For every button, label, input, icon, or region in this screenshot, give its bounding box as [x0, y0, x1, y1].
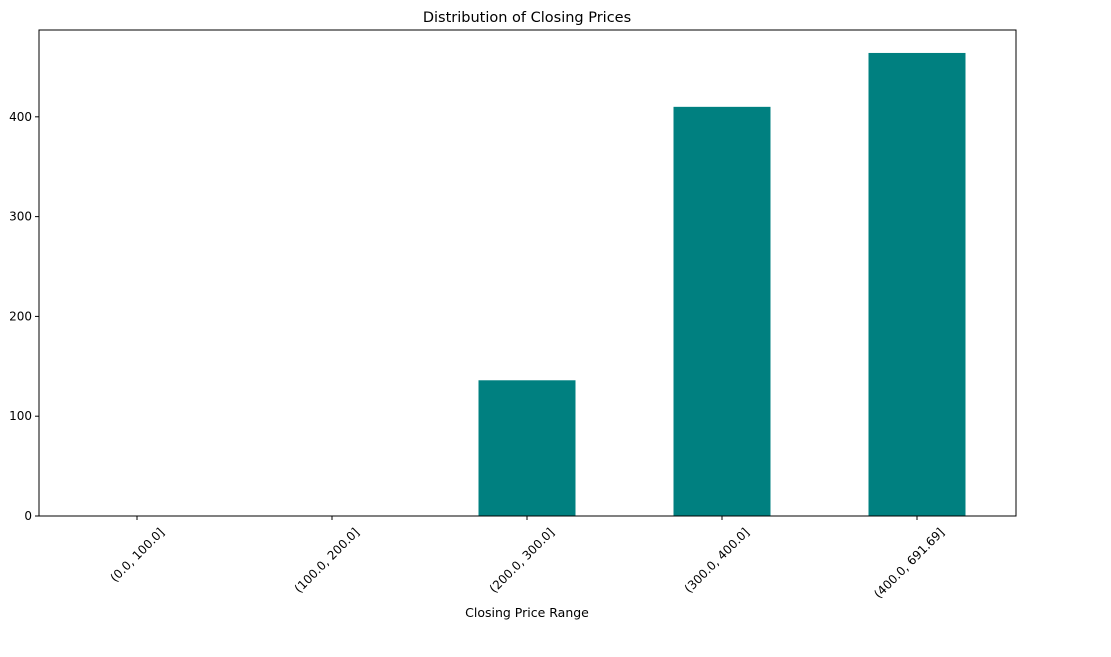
bar-4 — [868, 52, 966, 517]
x-tick-label: (0.0, 100.0] — [107, 525, 167, 585]
x-tick-label: (200.0, 300.0] — [487, 525, 558, 596]
y-tick-label: 400 — [9, 110, 32, 124]
x-tick-label: (400.0, 691.69] — [871, 525, 947, 601]
y-tick-label: 300 — [9, 210, 32, 224]
chart-title: Distribution of Closing Prices — [423, 10, 631, 26]
bars-group — [478, 52, 966, 517]
y-tick-label: 0 — [24, 509, 32, 523]
y-tick-label: 200 — [9, 309, 32, 323]
x-axis: (0.0, 100.0] (100.0, 200.0] (200.0, 300.0]… — [107, 516, 947, 601]
bar-2 — [478, 380, 576, 516]
bar-3 — [673, 106, 771, 516]
plot-frame — [38, 29, 1017, 517]
y-axis: 0 100 200 300 400 — [9, 110, 39, 523]
x-tick-label: (300.0, 400.0] — [682, 525, 753, 596]
x-tick-label: (100.0, 200.0] — [292, 525, 363, 596]
y-tick-label: 100 — [9, 409, 32, 423]
x-axis-label: Closing Price Range — [465, 605, 589, 620]
